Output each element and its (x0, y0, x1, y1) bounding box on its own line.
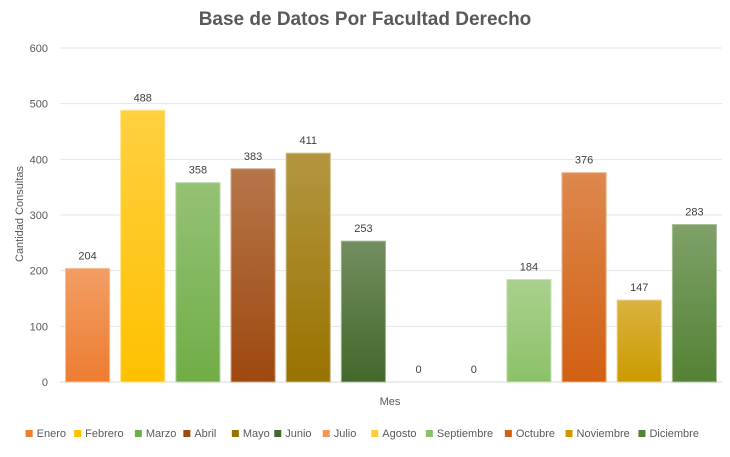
bar (285, 152, 331, 383)
legend-label: Septiembre (437, 428, 493, 440)
y-tick-label: 500 (30, 99, 48, 111)
legend-swatch (74, 430, 82, 437)
data-label: 488 (134, 92, 152, 104)
data-label: 0 (471, 364, 477, 376)
legend-swatch (425, 430, 433, 437)
data-labels: 204 488 358 383 411 253 0 0 184 376 147 283 (78, 92, 703, 376)
bar (616, 299, 662, 383)
legend-label: Julio (334, 428, 357, 440)
data-label: 184 (520, 262, 538, 274)
data-label: 358 (189, 165, 207, 177)
legend-swatch (322, 430, 330, 437)
y-tick-label: 600 (30, 43, 48, 55)
y-tick-label: 100 (30, 321, 48, 333)
legend-label: Enero (37, 428, 66, 440)
x-axis-title: Mes (380, 396, 401, 408)
bar (561, 172, 607, 383)
y-axis-title: Cantidad Consultas (14, 166, 26, 263)
legend-swatch (274, 430, 282, 437)
data-label: 283 (685, 206, 703, 218)
bar (671, 223, 717, 383)
data-label: 204 (78, 250, 96, 262)
legend-label: Agosto (382, 428, 416, 440)
legend-label: Febrero (85, 428, 124, 440)
legend-label: Abril (194, 428, 216, 440)
bar (506, 279, 552, 383)
data-label: 253 (354, 223, 372, 235)
gridlines (60, 47, 722, 383)
legend: Enero Febrero Marzo Abril Mayo Junio Julio Agos… (25, 428, 699, 440)
y-axis-ticks: 0 100 200 300 400 500 600 (30, 43, 48, 389)
data-label: 0 (416, 364, 422, 376)
bar (230, 168, 276, 383)
bar (120, 109, 166, 383)
legend-label: Noviembre (577, 428, 630, 440)
legend-swatch (565, 430, 573, 437)
chart-title: Base de Datos Por Facultad Derecho (199, 9, 532, 30)
bar (65, 267, 111, 383)
legend-label: Octubre (516, 428, 555, 440)
legend-label: Junio (285, 428, 311, 440)
y-tick-label: 0 (42, 377, 48, 389)
legend-swatch (134, 430, 142, 437)
bar (175, 182, 221, 383)
data-label: 411 (299, 135, 317, 147)
legend-label: Mayo (243, 428, 270, 440)
data-label: 376 (575, 155, 593, 167)
legend-swatch (371, 430, 379, 437)
legend-swatch (231, 430, 239, 437)
legend-swatch (25, 430, 33, 437)
bar (340, 240, 386, 383)
legend-label: Marzo (146, 428, 177, 440)
legend-swatch (183, 430, 191, 437)
data-label: 383 (244, 151, 262, 163)
y-tick-label: 200 (30, 266, 48, 278)
data-label: 147 (630, 282, 648, 294)
bars (65, 109, 717, 383)
legend-swatch (638, 430, 646, 437)
legend-swatch (504, 430, 512, 437)
legend-label: Diciembre (649, 428, 699, 440)
y-tick-label: 300 (30, 210, 48, 222)
y-tick-label: 400 (30, 154, 48, 166)
